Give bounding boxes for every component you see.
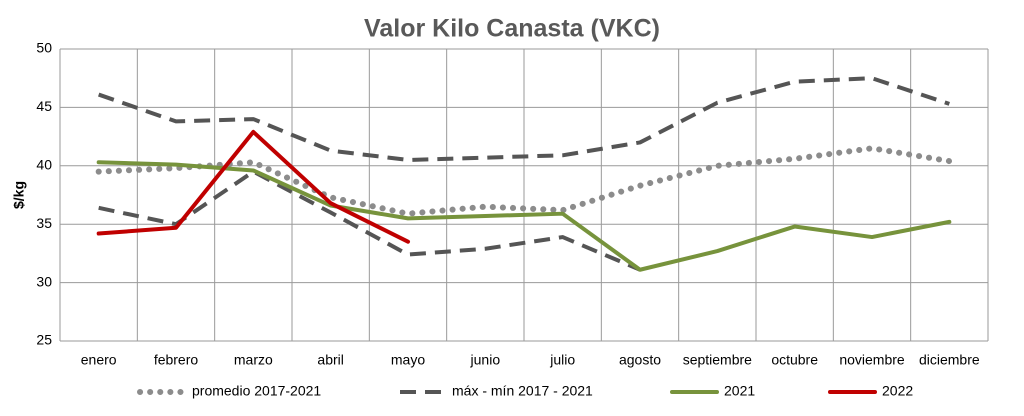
series-line [98, 76, 950, 162]
x-tick-label: noviembre [839, 352, 905, 368]
series-line [98, 169, 641, 272]
y-axis-label: $/kg [11, 181, 27, 209]
x-tick-label: febrero [154, 352, 199, 368]
y-tick-label: 40 [36, 157, 52, 173]
x-tick-label: enero [81, 352, 117, 368]
y-tick-label: 45 [36, 98, 52, 114]
x-tick-label: diciembre [919, 352, 980, 368]
legend-label: 2022 [882, 383, 913, 399]
series-line [95, 145, 953, 217]
x-tick-label: marzo [234, 352, 273, 368]
x-tick-label: junio [470, 352, 501, 368]
chart-title: Valor Kilo Canasta (VKC) [364, 15, 660, 43]
x-tick-label: julio [549, 352, 575, 368]
x-tick-label: mayo [391, 352, 425, 368]
x-tick-label: septiembre [683, 352, 752, 368]
legend-label: máx - mín 2017 - 2021 [452, 383, 593, 399]
y-tick-label: 50 [36, 40, 52, 56]
y-tick-label: 35 [36, 215, 52, 231]
legend-label: promedio 2017-2021 [192, 383, 321, 399]
y-tick-label: 25 [36, 332, 52, 348]
series-line [96, 160, 952, 272]
x-tick-label: abril [317, 352, 343, 368]
y-tick-label: 30 [36, 273, 52, 289]
series-line [96, 129, 410, 244]
x-tick-label: octubre [771, 352, 818, 368]
x-tick-label: agosto [619, 352, 661, 368]
legend-label: 2021 [724, 383, 755, 399]
